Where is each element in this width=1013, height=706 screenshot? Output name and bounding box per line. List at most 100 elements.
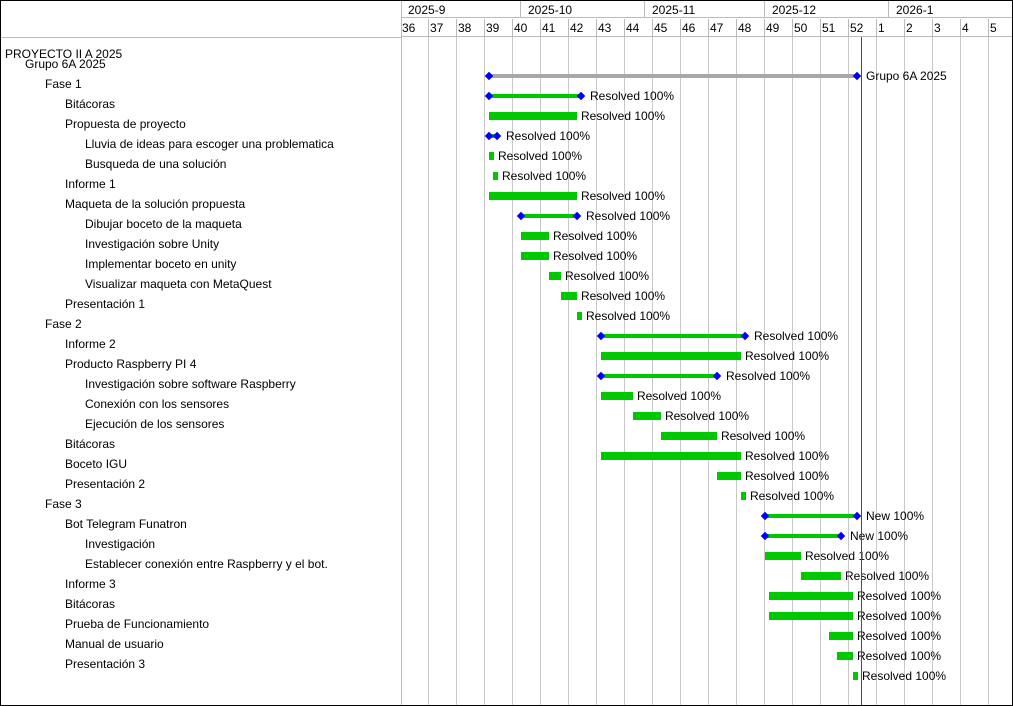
week-gridline [876,37,877,705]
task-bar[interactable] [489,152,494,160]
task-bar[interactable] [601,352,741,360]
task-row[interactable]: Investigación sobre Unity [85,237,220,251]
task-status-label: Resolved 100% [726,369,811,383]
task-row[interactable]: Manual de usuario [65,637,164,651]
task-row[interactable]: Informe 1 [65,177,116,191]
task-row[interactable]: Lluvia de ideas para escoger una problem… [85,137,334,151]
task-row[interactable]: Bitácoras [65,597,116,611]
week-gridline [540,37,541,705]
parent-bar[interactable] [765,534,841,538]
milestone-diamond-icon [852,71,862,81]
week-gridline [736,37,737,705]
month-header: 2025-11 [645,1,765,18]
task-row[interactable]: Presentación 3 [65,657,146,671]
week-header: 44 [625,19,653,37]
task-bar[interactable] [837,652,853,660]
task-row[interactable]: Ejecución de los sensores [85,417,225,431]
task-bar[interactable] [601,392,633,400]
parent-bar[interactable] [489,94,581,98]
week-header: 45 [653,19,681,37]
parent-bar[interactable] [489,74,857,78]
week-header: 38 [457,19,485,37]
task-bar[interactable] [741,492,746,500]
task-row[interactable]: Bitácoras [65,97,116,111]
task-row[interactable]: Fase 2 [45,317,82,331]
task-status-label: Resolved 100% [745,349,830,363]
week-header: 52 [849,19,877,37]
task-row[interactable]: Visualizar maqueta con MetaQuest [85,277,272,291]
task-row[interactable]: Busqueda de una solución [85,157,227,171]
task-status-label: Resolved 100% [721,429,806,443]
task-row[interactable]: Grupo 6A 2025 [25,57,106,71]
milestone-diamond-icon [836,531,846,541]
task-row[interactable]: Conexión con los sensores [85,397,230,411]
task-row[interactable]: Fase 1 [45,77,82,91]
task-bar[interactable] [549,272,561,280]
task-bar[interactable] [717,472,741,480]
week-gridline [512,37,513,705]
task-row[interactable]: Informe 3 [65,577,116,591]
week-gridline [820,37,821,705]
parent-bar[interactable] [521,214,577,218]
task-status-label: Resolved 100% [750,489,835,503]
task-row[interactable]: Presentación 1 [65,297,146,311]
task-bar[interactable] [493,172,498,180]
week-header: 47 [709,19,737,37]
project-row[interactable]: PROYECTO II A 2025 [5,44,122,64]
task-bar[interactable] [521,252,549,260]
parent-bar[interactable] [601,334,745,338]
task-status-label: Resolved 100% [745,469,830,483]
task-status-label: Resolved 100% [637,389,722,403]
task-bar[interactable] [577,312,582,320]
week-header: 5 [989,19,1012,37]
task-bar[interactable] [489,192,577,200]
week-header: 1 [877,19,905,37]
month-header: 2025-9 [401,1,521,18]
week-header: 46 [681,19,709,37]
task-row[interactable]: Presentación 2 [65,477,146,491]
task-bar[interactable] [801,572,841,580]
task-bar[interactable] [561,292,577,300]
task-bar[interactable] [853,672,858,680]
week-gridline [428,37,429,705]
task-bar[interactable] [661,432,717,440]
task-row[interactable]: Maqueta de la solución propuesta [65,197,246,211]
week-gridline [708,37,709,705]
task-row[interactable]: Producto Raspberry PI 4 [65,357,197,371]
week-gridline [932,37,933,705]
task-bar[interactable] [521,232,549,240]
task-bar[interactable] [769,592,853,600]
task-row[interactable]: Bot Telegram Funatron [65,517,187,531]
task-status-label: Resolved 100% [590,89,675,103]
task-row[interactable]: Implementar boceto en unity [85,257,237,271]
task-row[interactable]: Investigación [85,537,156,551]
task-status-label: Resolved 100% [498,149,583,163]
task-bar[interactable] [601,452,741,460]
task-row[interactable]: Bitácoras [65,437,116,451]
task-status-label: Resolved 100% [805,549,890,563]
parent-bar[interactable] [765,514,857,518]
project-name: PROYECTO II A 2025 [5,47,123,61]
task-bar[interactable] [829,632,853,640]
task-row[interactable]: Informe 2 [65,337,116,351]
task-row[interactable]: Fase 3 [45,497,82,511]
task-bar[interactable] [765,552,801,560]
task-row[interactable]: Boceto IGU [65,457,128,471]
month-header: 2025-10 [521,1,645,18]
task-status-label: Resolved 100% [862,669,947,683]
task-status-label: Resolved 100% [586,209,671,223]
task-row[interactable]: Establecer conexión entre Raspberry y el… [85,557,328,571]
month-header: 2026-1 [889,1,1012,18]
task-row[interactable]: Investigación sobre software Raspberry [85,377,296,391]
task-row[interactable]: Prueba de Funcionamiento [65,617,210,631]
week-gridline [652,37,653,705]
task-bar[interactable] [633,412,661,420]
task-bar[interactable] [489,112,577,120]
parent-bar[interactable] [601,374,717,378]
task-status-label: Resolved 100% [857,629,942,643]
task-bar[interactable] [769,612,853,620]
task-row[interactable]: Dibujar boceto de la maqueta [85,217,242,231]
week-gridline [568,37,569,705]
week-gridline [848,37,849,705]
task-row[interactable]: Propuesta de proyecto [65,117,186,131]
